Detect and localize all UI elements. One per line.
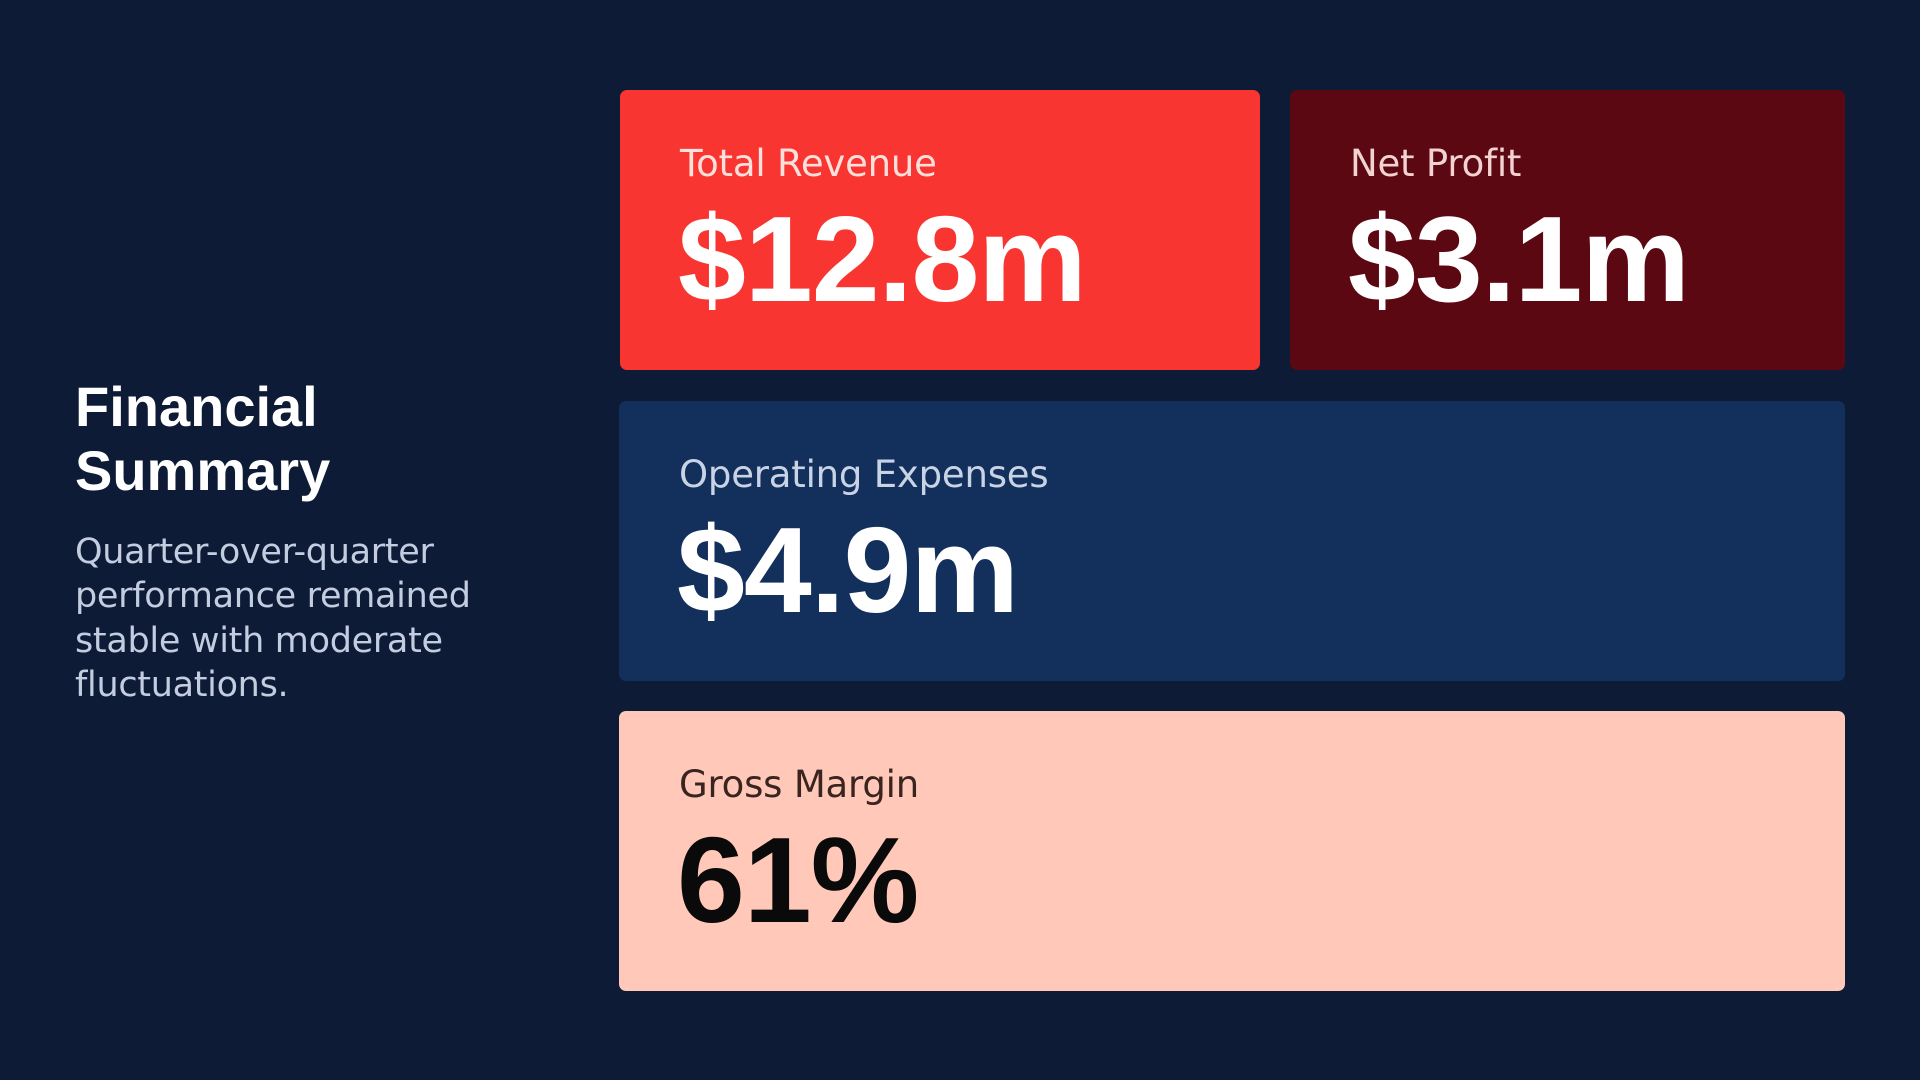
metric-card-total-revenue: Total Revenue $12.8m: [620, 90, 1260, 370]
metric-card-gross-margin: Gross Margin 61%: [619, 711, 1845, 991]
metric-value: $3.1m: [1348, 191, 1690, 327]
metric-card-net-profit: Net Profit $3.1m: [1290, 90, 1845, 370]
page-title: Financial Summary: [75, 375, 525, 504]
page-title-line1: Financial: [75, 375, 318, 438]
metric-value: 61%: [677, 812, 919, 948]
metric-value: $4.9m: [677, 502, 1019, 638]
metric-label: Operating Expenses: [679, 453, 1049, 496]
page-title-line2: Summary: [75, 439, 331, 503]
summary-description: Quarter-over-quarter performance remaine…: [75, 531, 471, 706]
metric-label: Net Profit: [1350, 142, 1522, 185]
metric-card-operating-expenses: Operating Expenses $4.9m: [619, 401, 1845, 681]
metric-value: $12.8m: [678, 191, 1087, 327]
summary-panel: Financial Summary Quarter-over-quarter p…: [75, 375, 525, 708]
metric-label: Gross Margin: [679, 763, 919, 806]
metric-label: Total Revenue: [680, 142, 937, 185]
